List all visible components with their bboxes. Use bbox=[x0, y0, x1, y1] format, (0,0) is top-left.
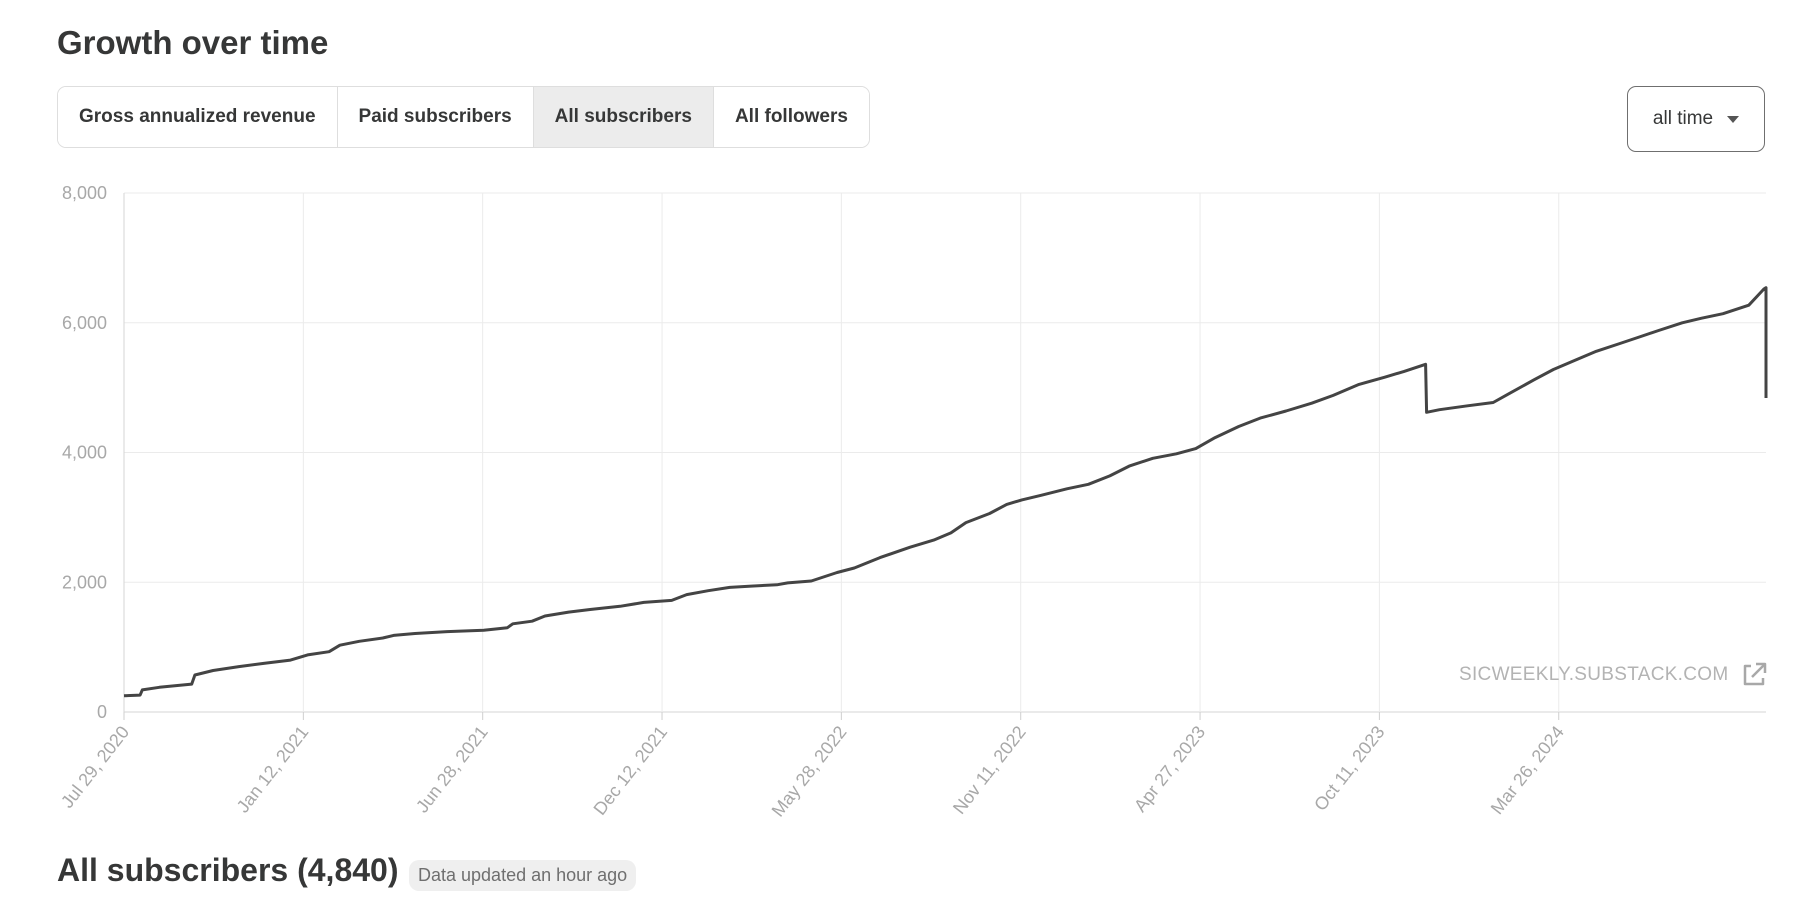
x-tick-label: Apr 27, 2023 bbox=[1130, 722, 1209, 816]
y-tick-label: 2,000 bbox=[62, 572, 107, 592]
tab-all-followers[interactable]: All followers bbox=[713, 87, 869, 147]
time-range-value: all time bbox=[1652, 108, 1714, 129]
data-updated-badge: Data updated an hour ago bbox=[409, 860, 637, 891]
time-range-select[interactable]: all time bbox=[1627, 86, 1765, 152]
x-tick-label: Jun 28, 2021 bbox=[412, 722, 492, 816]
subscriber-count-title: All subscribers (4,840) bbox=[57, 852, 399, 888]
y-tick-label: 0 bbox=[97, 702, 107, 722]
external-link-icon bbox=[1743, 662, 1766, 686]
tab-all-subscribers[interactable]: All subscribers bbox=[533, 87, 714, 147]
x-tick-label: Jan 12, 2021 bbox=[233, 722, 313, 816]
y-tick-label: 8,000 bbox=[62, 183, 107, 203]
y-tick-label: 4,000 bbox=[62, 443, 107, 463]
tab-gross-annualized-revenue[interactable]: Gross annualized revenue bbox=[58, 87, 338, 147]
tab-paid-subscribers[interactable]: Paid subscribers bbox=[337, 87, 534, 147]
subscribers-line-chart: 0 2,000 4,000 6,000 8,000 Jul 29, 2020 Jan 12,… bbox=[57, 183, 1768, 820]
x-tick-label: Mar 26, 2024 bbox=[1487, 722, 1568, 818]
watermark-text: SICWEEKLY.SUBSTACK.COM bbox=[1459, 664, 1729, 685]
x-tick-label: Oct 11, 2023 bbox=[1310, 722, 1388, 814]
x-tick-label: Dec 12, 2021 bbox=[589, 722, 671, 819]
caret-down-icon bbox=[1727, 115, 1740, 123]
x-tick-label: Jul 29, 2020 bbox=[57, 722, 133, 812]
metric-tabs: Gross annualized revenue Paid subscriber… bbox=[57, 86, 870, 148]
watermark-link[interactable]: SICWEEKLY.SUBSTACK.COM bbox=[1459, 660, 1769, 690]
x-tick-label: May 28, 2022 bbox=[768, 722, 851, 820]
series-line bbox=[123, 286, 1768, 698]
y-tick-label: 6,000 bbox=[62, 313, 107, 333]
x-tick-label: Nov 11, 2022 bbox=[949, 722, 1030, 818]
page-title: Growth over time bbox=[57, 24, 329, 61]
